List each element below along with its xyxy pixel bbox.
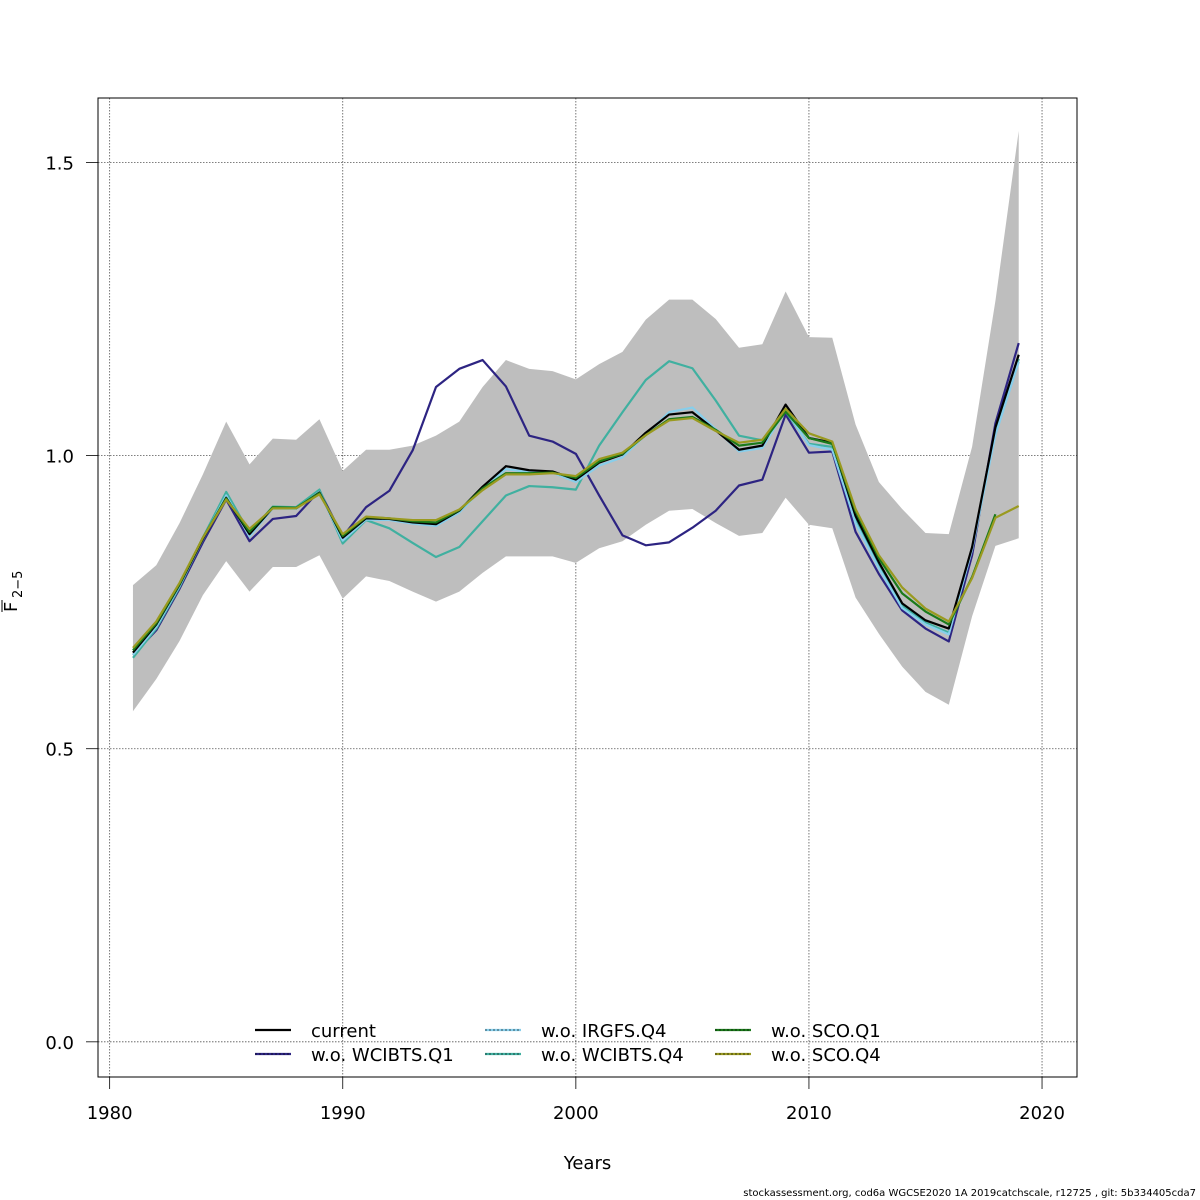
x-axis-title: Years [563,1153,612,1174]
legend-item: current [255,1021,376,1042]
legend: current w.o. WCIBTS.Q1 w.o. IRGFS.Q4 w.o. W… [255,1021,881,1066]
series-layer [132,342,1020,659]
y-axis-title-main: F [1,602,22,612]
x-tick-label: 2000 [553,1103,599,1124]
y-axis-title: F 2−5 [1,571,26,612]
legend-label: w.o. WCIBTS.Q1 [311,1045,454,1066]
y-tick-label: 1.0 [45,447,74,468]
x-tick-label: 1980 [87,1103,133,1124]
series-line-current-dash [132,354,1020,653]
legend-item: w.o. IRGFS.Q4 [485,1021,667,1042]
legend-item: w.o. SCO.Q1 [715,1021,881,1042]
legend-item: w.o. WCIBTS.Q4 [485,1045,684,1066]
legend-label: w.o. IRGFS.Q4 [541,1021,667,1042]
footer-caption: stockassessment.org, cod6a WGCSE2020 1A … [743,1188,1196,1199]
legend-item: w.o. WCIBTS.Q1 [255,1045,454,1066]
legend-item: w.o. SCO.Q4 [715,1045,881,1066]
legend-label: w.o. WCIBTS.Q4 [541,1045,684,1066]
y-axis-title-subscript: 2−5 [11,571,26,598]
legend-label: w.o. SCO.Q1 [771,1021,881,1042]
x-axis: 1980 1990 2000 2010 2020 [87,1077,1065,1124]
series-line-w-o-sco-q4 [132,407,1020,649]
y-tick-label: 0.5 [45,740,74,761]
y-tick-label: 0.0 [45,1033,74,1054]
x-tick-label: 2020 [1019,1103,1065,1124]
legend-label: current [311,1021,376,1042]
series-line-w-o-wcibts-q1 [132,342,1020,656]
x-tick-label: 1990 [320,1103,366,1124]
y-axis: 0.0 0.5 1.0 1.5 [45,153,98,1054]
x-tick-label: 2010 [786,1103,832,1124]
y-tick-label: 1.5 [45,153,74,174]
plot-frame [97,97,1078,1078]
confidence-band-layer [132,130,1019,712]
confidence-band [132,130,1019,712]
legend-label: w.o. SCO.Q4 [771,1045,881,1066]
